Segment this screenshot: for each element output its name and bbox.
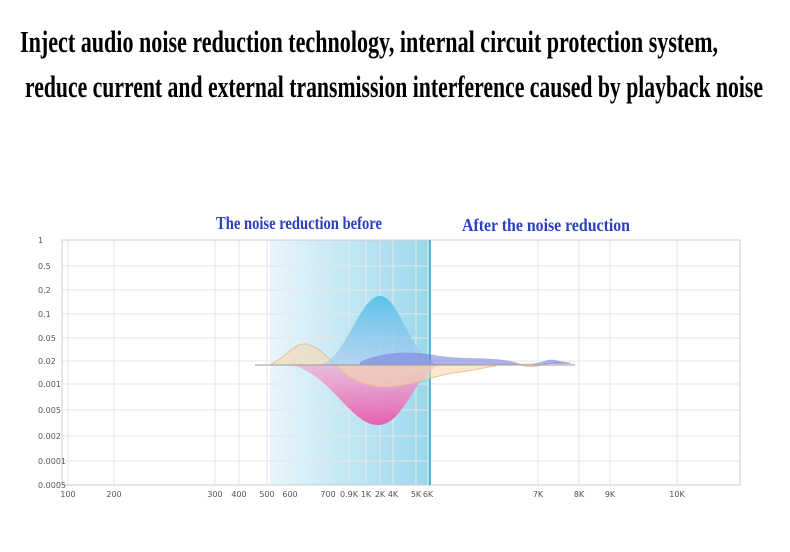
x-axis-label: 1K [361,490,372,499]
y-axis-label: 0.05 [38,334,56,343]
caption: After the noise reduction [462,215,630,235]
y-axis-label: 0.02 [38,357,56,366]
y-axis-label: 0.2 [38,286,51,295]
y-axis-label: 0.005 [38,406,61,415]
x-axis-label: 2K [375,490,386,499]
x-axis-label: 100 [60,490,75,499]
x-axis-label: 7K [533,490,544,499]
x-axis-label: 700 [320,490,335,499]
x-axis-label: 600 [282,490,297,499]
caption: The noise reduction before [216,213,382,233]
y-axis-label: 1 [38,236,43,245]
x-axis-label: 400 [231,490,246,499]
x-axis-label: 5K [411,490,422,499]
y-axis-label: 0.002 [38,432,61,441]
headline: Inject audio noise reduction technology,… [20,24,718,59]
y-axis-label: 0.0005 [38,481,66,490]
x-axis-label: 300 [207,490,222,499]
y-axis-label: 0.5 [38,262,51,271]
x-axis-label: 9K [605,490,616,499]
headline: reduce current and external transmission… [25,69,763,104]
y-axis-label: 0.0001 [38,457,66,466]
plot-frame [61,239,741,486]
x-axis-label: 4K [388,490,399,499]
x-axis-label: 10K [669,490,685,499]
wave [360,352,575,365]
x-axis-label: 500 [259,490,274,499]
axis-labels: 1 0.5 0.2 0.1 0.05 0.02 0.001 0.005 0.002 0.0001 0… [38,236,685,499]
y-axis-label: 0.001 [38,380,61,389]
x-axis-label: 6K [423,490,434,499]
x-axis-label: 8K [574,490,585,499]
y-axis-label: 0.1 [38,310,51,319]
x-axis-label: 200 [106,490,121,499]
x-axis-label: 0.9K [340,490,359,499]
wave [320,296,440,365]
